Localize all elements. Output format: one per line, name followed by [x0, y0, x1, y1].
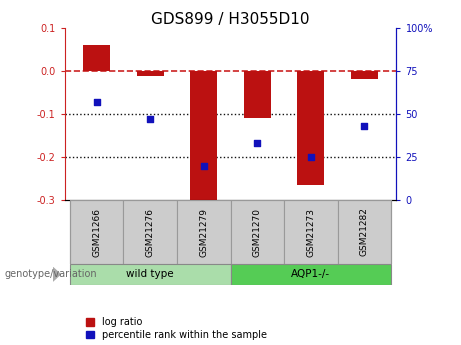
- Bar: [337, 200, 391, 264]
- Bar: [137, 71, 164, 76]
- Bar: [244, 71, 271, 118]
- Text: GSM21282: GSM21282: [360, 208, 369, 256]
- Polygon shape: [53, 267, 61, 282]
- Text: GSM21279: GSM21279: [199, 207, 208, 257]
- Text: GSM21273: GSM21273: [306, 207, 315, 257]
- Point: [147, 116, 154, 122]
- Point: [254, 140, 261, 146]
- Text: GSM21266: GSM21266: [92, 207, 101, 257]
- Point: [93, 99, 100, 105]
- Point: [200, 163, 207, 168]
- Text: GDS899 / H3055D10: GDS899 / H3055D10: [151, 12, 310, 27]
- Point: [361, 123, 368, 129]
- Bar: [230, 264, 391, 285]
- Bar: [124, 200, 177, 264]
- Bar: [230, 200, 284, 264]
- Point: [307, 154, 314, 160]
- Bar: [177, 200, 230, 264]
- Bar: [351, 71, 378, 79]
- Bar: [70, 264, 230, 285]
- Legend: log ratio, percentile rank within the sample: log ratio, percentile rank within the sa…: [86, 317, 267, 340]
- Text: wild type: wild type: [126, 269, 174, 279]
- Text: GSM21270: GSM21270: [253, 207, 262, 257]
- Bar: [297, 71, 324, 185]
- Bar: [190, 71, 217, 200]
- Text: genotype/variation: genotype/variation: [5, 269, 97, 279]
- Bar: [83, 45, 110, 71]
- Text: AQP1-/-: AQP1-/-: [291, 269, 331, 279]
- Bar: [70, 200, 124, 264]
- Bar: [284, 200, 337, 264]
- Text: GSM21276: GSM21276: [146, 207, 155, 257]
